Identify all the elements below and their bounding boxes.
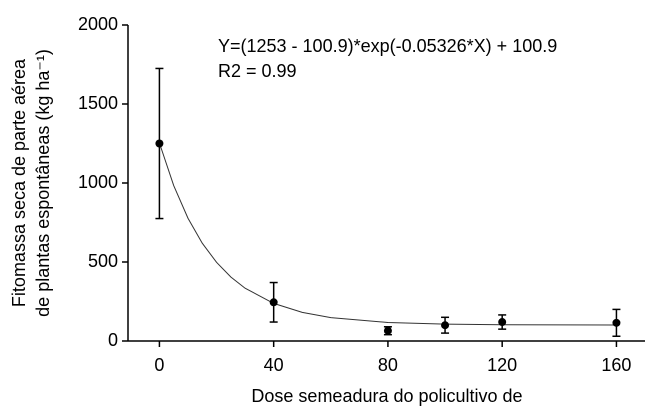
point [155,139,164,148]
y-tick-label: 0 [108,330,118,350]
equation: Y=(1253 - 100.9)*exp(-0.05326*X) + 100.9 [218,36,557,56]
y-tick-label: 500 [88,251,118,271]
y-tick-label: 2000 [78,14,118,34]
point [269,298,278,307]
x-tick-label: 120 [487,355,517,375]
y-axis-label: Fitomassa seca de parte aérea [9,58,29,307]
y-tick-label: 1000 [78,172,118,192]
y-axis-label: de plantas espontâneas (kg ha⁻¹) [33,49,53,317]
x-tick-label: 160 [601,355,631,375]
point [383,326,392,335]
point [612,318,621,327]
point [441,321,450,330]
x-axis-label: Dose semeadura do policultivo de [251,386,522,406]
x-tick-label: 0 [154,355,164,375]
y-tick-label: 1500 [78,93,118,113]
r2-label: R2 = 0.99 [218,61,297,81]
point [498,318,507,327]
x-tick-label: 80 [378,355,398,375]
x-tick-label: 40 [264,355,284,375]
fit-curve [158,142,617,326]
